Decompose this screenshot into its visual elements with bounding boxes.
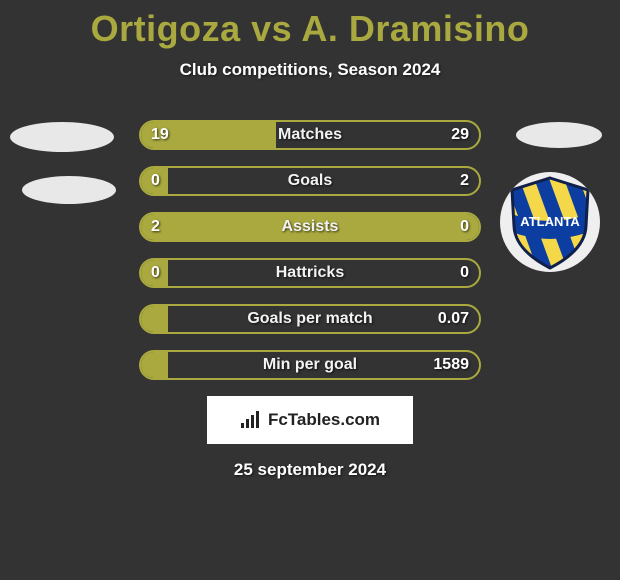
stat-right-value: 2 <box>460 166 469 196</box>
stat-row: 2 Assists 0 <box>139 212 481 242</box>
brand-text: FcTables.com <box>268 410 380 430</box>
stats-container: 19 Matches 29 0 Goals 2 2 Assists 0 0 Ha… <box>0 120 620 480</box>
stat-row: 19 Matches 29 <box>139 120 481 150</box>
stat-right-value: 0 <box>460 258 469 288</box>
subtitle: Club competitions, Season 2024 <box>0 60 620 80</box>
stat-label: Matches <box>139 120 481 150</box>
stat-right-value: 29 <box>451 120 469 150</box>
stat-label: Hattricks <box>139 258 481 288</box>
date-text: 25 september 2024 <box>0 460 620 480</box>
stat-label: Goals <box>139 166 481 196</box>
stat-row: 0 Hattricks 0 <box>139 258 481 288</box>
stat-row: 0 Goals 2 <box>139 166 481 196</box>
page-title: Ortigoza vs A. Dramisino <box>0 0 620 50</box>
stat-row: Goals per match 0.07 <box>139 304 481 334</box>
stat-right-value: 1589 <box>433 350 469 380</box>
stat-right-value: 0.07 <box>438 304 469 334</box>
stat-right-value: 0 <box>460 212 469 242</box>
stat-label: Assists <box>139 212 481 242</box>
stat-row: Min per goal 1589 <box>139 350 481 380</box>
stat-label: Min per goal <box>139 350 481 380</box>
signal-bars-icon <box>240 411 262 429</box>
brand-box: FcTables.com <box>207 396 413 444</box>
stat-label: Goals per match <box>139 304 481 334</box>
